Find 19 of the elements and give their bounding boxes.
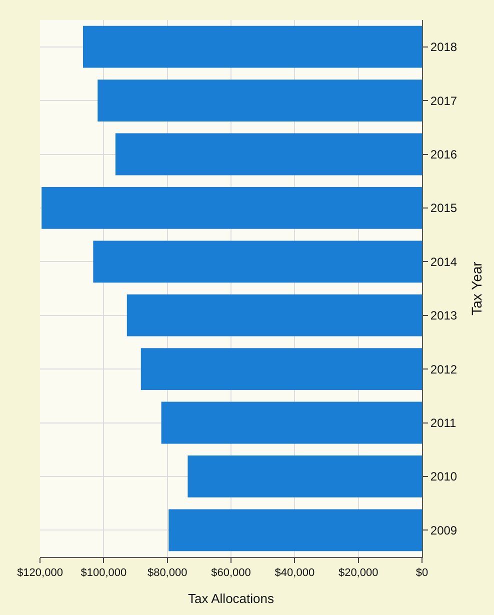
x-tick-label: $40,000	[274, 567, 315, 580]
x-axis-title: Tax Allocations	[188, 590, 274, 606]
y-tick-label: 2018	[430, 40, 458, 54]
x-tick-label: $120,000	[17, 567, 63, 580]
y-tick-label: 2012	[430, 362, 458, 376]
x-tick-label: $20,000	[338, 567, 378, 580]
y-tick-label: 2009	[430, 523, 458, 538]
y-tick-label: 2016	[430, 147, 458, 162]
y-tick-label: 2013	[430, 308, 458, 323]
y-tick-label: 2011	[430, 416, 457, 430]
y-tick-label: 2015	[430, 201, 458, 216]
y-tick-label: 2017	[430, 94, 458, 108]
x-tick-label: $0	[416, 567, 428, 580]
x-tick-label: $60,000	[211, 567, 251, 580]
x-tick-label: $100,000	[80, 567, 127, 580]
x-tick-label: $80,000	[147, 567, 188, 580]
y-tick-label: 2010	[430, 470, 458, 484]
y-axis-title: Tax Year	[468, 261, 485, 316]
y-tick-label: 2014	[430, 254, 458, 269]
